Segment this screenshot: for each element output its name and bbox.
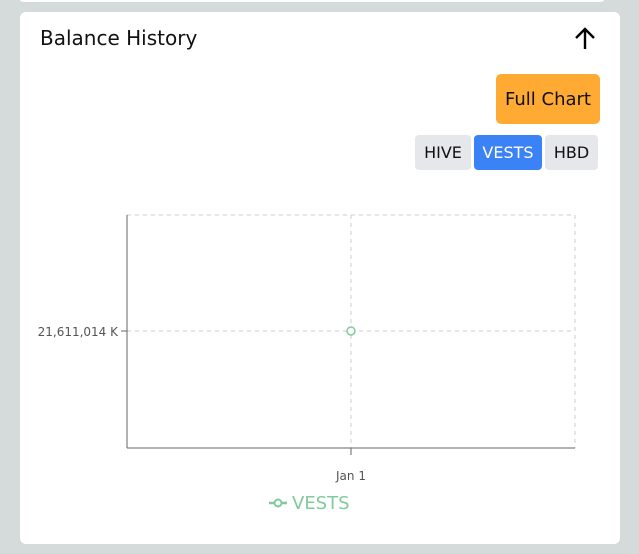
arrow-up-icon[interactable] (572, 26, 598, 52)
balance-history-card: Balance History Full Chart HIVE VESTS HB… (20, 12, 620, 544)
toggle-hbd[interactable]: HBD (545, 135, 598, 170)
full-chart-button[interactable]: Full Chart (496, 74, 600, 124)
legend-item-vests[interactable]: VESTS (269, 493, 350, 514)
x-tick-label: Jan 1 (335, 469, 366, 483)
toggle-hive[interactable]: HIVE (415, 135, 471, 170)
previous-card (18, 0, 606, 2)
data-point-vests[interactable] (346, 326, 356, 336)
legend-marker-icon (273, 498, 283, 508)
legend-label: VESTS (292, 493, 350, 514)
toggle-vests[interactable]: VESTS (474, 135, 542, 170)
card-title: Balance History (40, 26, 198, 50)
y-tick-label: 21,611,014 K (38, 325, 120, 339)
